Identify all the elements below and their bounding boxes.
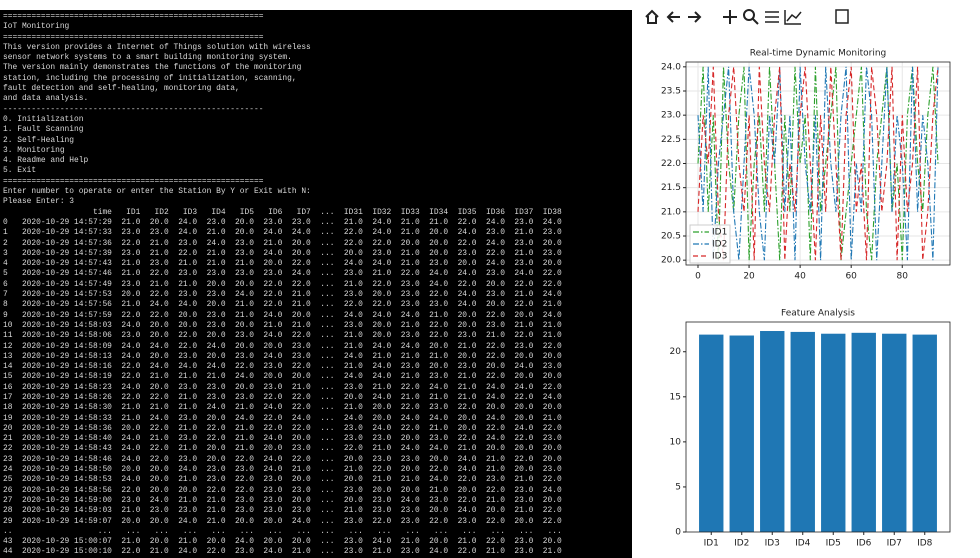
x-tick-label: ID4 bbox=[795, 539, 811, 549]
table-row: 22 2020-10-29 14:58:43 24.0 22.0 21.0 20… bbox=[3, 444, 632, 454]
terminal-line: ========================================… bbox=[3, 177, 632, 187]
x-tick-label: ID7 bbox=[887, 539, 902, 549]
table-row: 16 2020-10-29 14:58:23 24.0 20.0 23.0 23… bbox=[3, 383, 632, 393]
table-row: 29 2020-10-29 14:59:07 20.0 20.0 24.0 21… bbox=[3, 517, 632, 527]
x-tick-label: 60 bbox=[845, 272, 857, 282]
terminal-line: This version provides a Internet of Thin… bbox=[3, 43, 632, 53]
table-row: 11 2020-10-29 14:58:06 23.0 20.0 22.0 20… bbox=[3, 331, 632, 341]
table-row: 12 2020-10-29 14:58:09 24.0 24.0 22.0 24… bbox=[3, 342, 632, 352]
table-row: 5 2020-10-29 14:57:46 21.0 22.0 23.0 23.… bbox=[3, 269, 632, 279]
table-row: 1 2020-10-29 14:57:33 23.0 23.0 24.0 21.… bbox=[3, 228, 632, 238]
terminal-line: ========================================… bbox=[3, 33, 632, 43]
table-row: 43 2020-10-29 15:00:07 21.0 20.0 21.0 20… bbox=[3, 537, 632, 547]
figure-window: 20.0 20.5 21.0 21.5 22.0 22.5 23.0 23.5 24.0 0 20 4… bbox=[632, 0, 980, 558]
terminal-line: and data analysis. bbox=[3, 94, 632, 104]
bar bbox=[699, 335, 723, 532]
y-tick-label: 23.0 bbox=[661, 111, 681, 121]
table-row: 4 2020-10-29 14:57:43 21.0 23.0 21.0 21.… bbox=[3, 259, 632, 269]
terminal-line: Enter number to operate or enter the Sta… bbox=[3, 187, 632, 197]
x-tick-label: 40 bbox=[794, 272, 806, 282]
terminal-line: 2. Self-Healing bbox=[3, 136, 632, 146]
bar bbox=[913, 335, 937, 532]
table-row: 10 2020-10-29 14:58:03 24.0 20.0 20.0 23… bbox=[3, 321, 632, 331]
table-row: 23 2020-10-29 14:58:46 24.0 22.0 23.0 20… bbox=[3, 455, 632, 465]
table-row: 3 2020-10-29 14:57:39 23.0 21.0 22.0 21.… bbox=[3, 249, 632, 259]
table-row: 9 2020-10-29 14:57:59 22.0 22.0 20.0 23.… bbox=[3, 311, 632, 321]
y-tick-label: 20 bbox=[670, 347, 682, 357]
y-tick-label: 5 bbox=[675, 482, 681, 492]
table-row: 24 2020-10-29 14:58:50 20.0 20.0 24.0 23… bbox=[3, 465, 632, 475]
page: ========================================… bbox=[0, 0, 980, 558]
y-tick-label: 20.5 bbox=[661, 232, 681, 242]
terminal-line: 1. Fault Scanning bbox=[3, 125, 632, 135]
table-row: 18 2020-10-29 14:58:30 21.0 21.0 21.0 24… bbox=[3, 403, 632, 413]
bar bbox=[730, 336, 754, 532]
terminal-line: sensor network systems to a smart buildi… bbox=[3, 53, 632, 63]
x-tick-label: ID8 bbox=[917, 539, 933, 549]
bar bbox=[760, 331, 784, 532]
table-row: 7 2020-10-29 14:57:53 20.0 22.0 23.0 23.… bbox=[3, 290, 632, 300]
bar bbox=[852, 333, 876, 532]
table-header: time ID1 ID2 ID3 ID4 ID5 ID6 ID7 ... ID3… bbox=[3, 208, 632, 218]
y-tick-label: 23.5 bbox=[661, 87, 681, 97]
table-row: .. ... ... ... ... ... ... ... ... ... .… bbox=[3, 527, 632, 537]
table-row: 8 2020-10-29 14:57:56 21.0 24.0 24.0 20.… bbox=[3, 300, 632, 310]
y-tick-label: 22.5 bbox=[661, 135, 681, 145]
table-row: 13 2020-10-29 14:58:13 24.0 20.0 23.0 20… bbox=[3, 352, 632, 362]
y-tick-label: 24.0 bbox=[661, 62, 681, 72]
table-row: 28 2020-10-29 14:59:03 21.0 23.0 23.0 21… bbox=[3, 506, 632, 516]
table-row: 26 2020-10-29 14:58:56 22.0 20.0 20.0 22… bbox=[3, 486, 632, 496]
table-row: 19 2020-10-29 14:58:33 21.0 24.0 23.0 20… bbox=[3, 414, 632, 424]
table-row: 20 2020-10-29 14:58:36 20.0 22.0 21.0 22… bbox=[3, 424, 632, 434]
terminal-line: IoT Monitoring bbox=[3, 22, 632, 32]
terminal-line: The version mainly demonstrates the func… bbox=[3, 63, 632, 73]
x-tick-label: ID6 bbox=[856, 539, 872, 549]
x-tick-label: 20 bbox=[743, 272, 755, 282]
y-tick-label: 20.0 bbox=[661, 256, 681, 266]
table-row: 0 2020-10-29 14:57:29 21.0 20.0 24.0 23.… bbox=[3, 218, 632, 228]
table-row: 17 2020-10-29 14:58:26 22.0 22.0 21.0 23… bbox=[3, 393, 632, 403]
terminal-line: 0. Initialization bbox=[3, 115, 632, 125]
x-tick-label: 0 bbox=[695, 272, 701, 282]
x-tick-label: ID2 bbox=[734, 539, 749, 549]
x-tick-label: ID5 bbox=[826, 539, 841, 549]
y-tick-label: 22.0 bbox=[661, 159, 681, 169]
table-row: 44 2020-10-29 15:00:10 22.0 21.0 24.0 22… bbox=[3, 547, 632, 557]
terminal-line: Please Enter: 3 bbox=[3, 197, 632, 207]
terminal: ========================================… bbox=[0, 10, 632, 558]
bar bbox=[882, 334, 906, 532]
terminal-line: station, including the processing of ini… bbox=[3, 74, 632, 84]
table-row: 27 2020-10-29 14:59:00 23.0 24.0 21.0 21… bbox=[3, 496, 632, 506]
terminal-line: 4. Readme and Help bbox=[3, 156, 632, 166]
table-row: 21 2020-10-29 14:58:40 24.0 21.0 23.0 22… bbox=[3, 434, 632, 444]
table-row: 14 2020-10-29 14:58:16 22.0 24.0 24.0 24… bbox=[3, 362, 632, 372]
y-tick-label: 21.5 bbox=[661, 183, 681, 193]
chart-title: Feature Analysis bbox=[781, 309, 855, 319]
y-tick-label: 10 bbox=[670, 437, 682, 447]
chart-title: Real-time Dynamic Monitoring bbox=[750, 49, 887, 59]
terminal-line: fault detection and self-healing, monito… bbox=[3, 84, 632, 94]
bar bbox=[791, 332, 815, 532]
y-tick-label: 15 bbox=[670, 392, 681, 402]
table-row: 6 2020-10-29 14:57:49 23.0 21.0 21.0 20.… bbox=[3, 280, 632, 290]
bar bbox=[821, 334, 845, 532]
terminal-line: 3. Monitoring bbox=[3, 146, 632, 156]
terminal-line: ========================================… bbox=[3, 12, 632, 22]
x-tick-label: 80 bbox=[897, 272, 909, 282]
terminal-line: 5. Exit bbox=[3, 166, 632, 176]
terminal-line: ----------------------------------------… bbox=[3, 105, 632, 115]
table-row: 2 2020-10-29 14:57:36 22.0 21.0 23.0 24.… bbox=[3, 239, 632, 249]
legend-label: ID2 bbox=[712, 240, 727, 250]
legend-label: ID3 bbox=[712, 252, 727, 262]
x-tick-label: ID3 bbox=[765, 539, 780, 549]
x-tick-label: ID1 bbox=[704, 539, 719, 549]
table-row: 15 2020-10-29 14:58:19 22.0 21.0 21.0 21… bbox=[3, 372, 632, 382]
table-row: 25 2020-10-29 14:58:53 24.0 20.0 21.0 23… bbox=[3, 475, 632, 485]
y-tick-label: 21.0 bbox=[661, 207, 681, 217]
y-tick-label: 0 bbox=[675, 528, 681, 538]
legend-label: ID1 bbox=[712, 228, 727, 238]
